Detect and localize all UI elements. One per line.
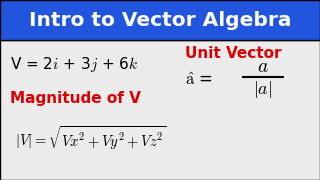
Text: Unit Vector: Unit Vector bbox=[185, 46, 282, 62]
FancyBboxPatch shape bbox=[0, 40, 320, 180]
Text: $|a|$: $|a|$ bbox=[253, 80, 273, 100]
Text: V = 2$i$ + 3$j$ + 6$k$: V = 2$i$ + 3$j$ + 6$k$ bbox=[10, 55, 138, 75]
Text: $\hat{\mathrm{a}}$ =: $\hat{\mathrm{a}}$ = bbox=[185, 71, 213, 89]
Text: Magnitude of V: Magnitude of V bbox=[10, 91, 141, 105]
Text: $a$: $a$ bbox=[257, 57, 269, 76]
Text: $|V| = \sqrt{Vx^2 + Vy^2 + Vz^2}$: $|V| = \sqrt{Vx^2 + Vy^2 + Vz^2}$ bbox=[15, 124, 167, 152]
Text: Intro to Vector Algebra: Intro to Vector Algebra bbox=[29, 10, 291, 30]
FancyBboxPatch shape bbox=[0, 0, 320, 40]
